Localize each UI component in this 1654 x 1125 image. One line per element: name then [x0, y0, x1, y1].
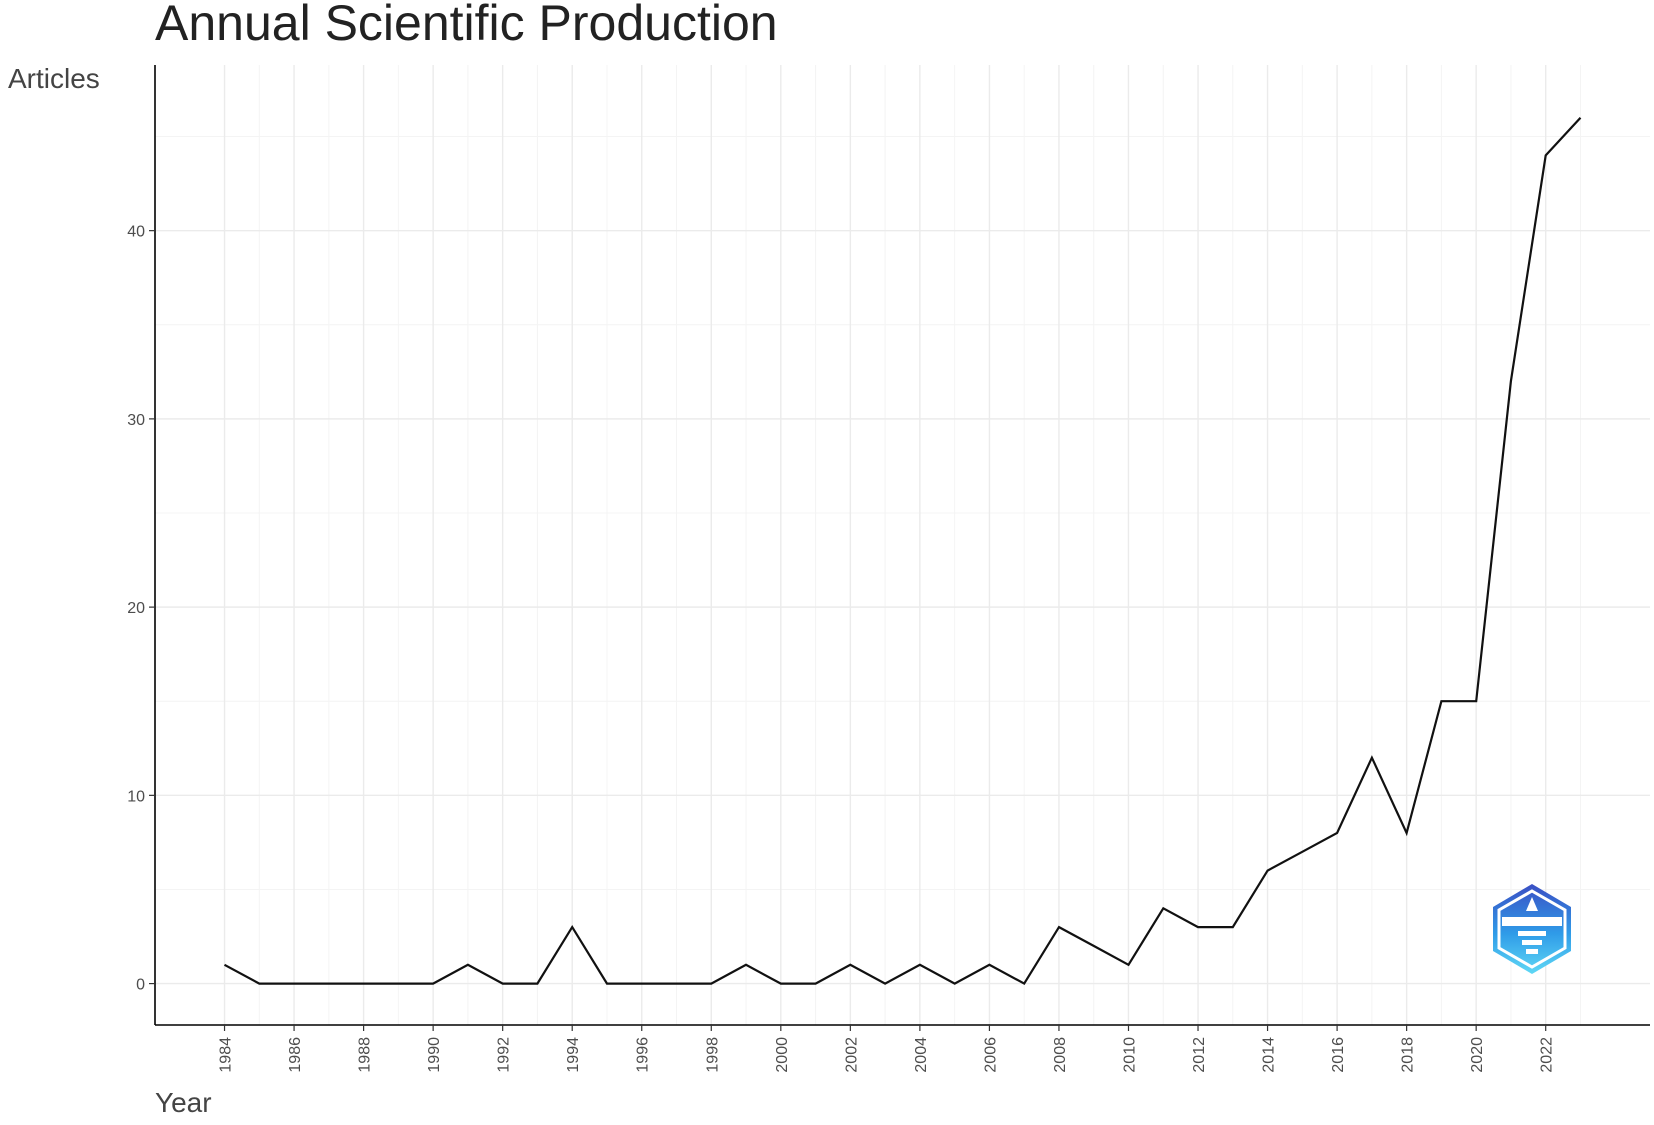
- x-tick-label: 1992: [496, 1037, 513, 1073]
- chart-title: Annual Scientific Production: [155, 0, 778, 51]
- x-tick-label: 2018: [1400, 1037, 1417, 1073]
- x-tick-label: 2010: [1121, 1037, 1138, 1073]
- x-tick-label: 2012: [1191, 1037, 1208, 1073]
- x-tick-label: 1994: [565, 1037, 582, 1073]
- y-tick-label: 20: [127, 600, 145, 617]
- y-ticks: 0 10 20 30 40: [127, 224, 155, 994]
- y-tick-label: 40: [127, 224, 145, 241]
- major-gridlines: [155, 65, 1650, 1025]
- x-tick-label: 2008: [1052, 1037, 1069, 1073]
- x-tick-label: 2014: [1261, 1037, 1278, 1073]
- x-tick-label: 1990: [426, 1037, 443, 1073]
- axes: [154, 65, 1650, 1026]
- y-tick-label: 30: [127, 412, 145, 429]
- x-tick-label: 1986: [287, 1037, 304, 1073]
- minor-gridlines: [155, 65, 1650, 1025]
- x-tick-label: 1984: [218, 1037, 235, 1073]
- x-tick-label: 2016: [1330, 1037, 1347, 1073]
- x-tick-label: 1988: [357, 1037, 374, 1073]
- y-tick-label: 0: [136, 977, 145, 994]
- x-tick-label: 2004: [913, 1037, 930, 1073]
- x-tick-label: 2006: [982, 1037, 999, 1073]
- x-tick-label: 1996: [635, 1037, 652, 1073]
- logo-icon: [1493, 884, 1571, 974]
- x-tick-label: 2000: [774, 1037, 791, 1073]
- x-axis-title: Year: [155, 1087, 212, 1118]
- x-tick-label: 1998: [704, 1037, 721, 1073]
- x-tick-label: 2002: [843, 1037, 860, 1073]
- y-axis-title: Articles: [8, 63, 100, 94]
- y-tick-label: 10: [127, 788, 145, 805]
- x-ticks: 1984 1986 1988 1990 1992 1994 1996 1998 2000 2002…: [218, 1025, 1556, 1073]
- x-tick-label: 2022: [1539, 1037, 1556, 1073]
- series-layer: [223, 116, 1582, 986]
- x-tick-label: 2020: [1469, 1037, 1486, 1073]
- series-line: [223, 116, 1582, 986]
